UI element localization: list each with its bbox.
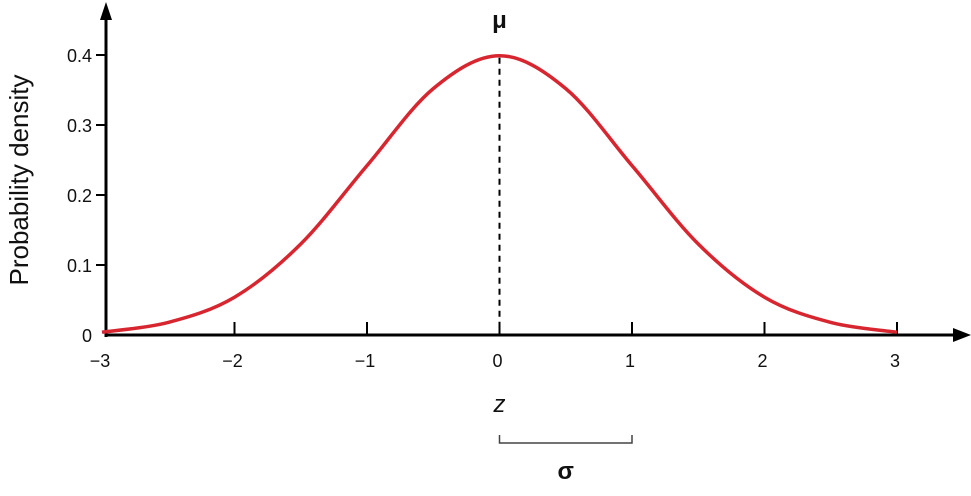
axes [100, 2, 971, 342]
y-tick-label: 0.4 [67, 46, 92, 66]
x-axis-arrow [953, 328, 971, 342]
x-tick-label: 0 [492, 351, 502, 371]
x-tick-label: −3 [90, 351, 111, 371]
x-tick-label: 3 [890, 351, 900, 371]
x-tick-label: −1 [355, 351, 376, 371]
sd-bracket [498, 435, 633, 444]
y-tick-label: 0.1 [67, 256, 92, 276]
x-axis-label: z [493, 391, 506, 418]
x-tick-label: −2 [222, 351, 243, 371]
y-tick-label: 0.3 [67, 116, 92, 136]
y-axis-label: Probability density [4, 75, 34, 286]
y-ticks: 0 0.1 0.2 0.3 0.4 [67, 46, 106, 346]
mean-label: μ [492, 7, 507, 34]
density-curve [101, 53, 898, 334]
x-ticks: −3 −2 −1 0 1 2 3 [90, 322, 900, 371]
x-tick-label: 1 [625, 351, 635, 371]
y-tick-label: 0 [82, 326, 92, 346]
y-axis-arrow [100, 2, 112, 20]
sd-label: σ [558, 458, 574, 485]
y-tick-label: 0.2 [67, 186, 92, 206]
x-tick-label: 2 [757, 351, 767, 371]
